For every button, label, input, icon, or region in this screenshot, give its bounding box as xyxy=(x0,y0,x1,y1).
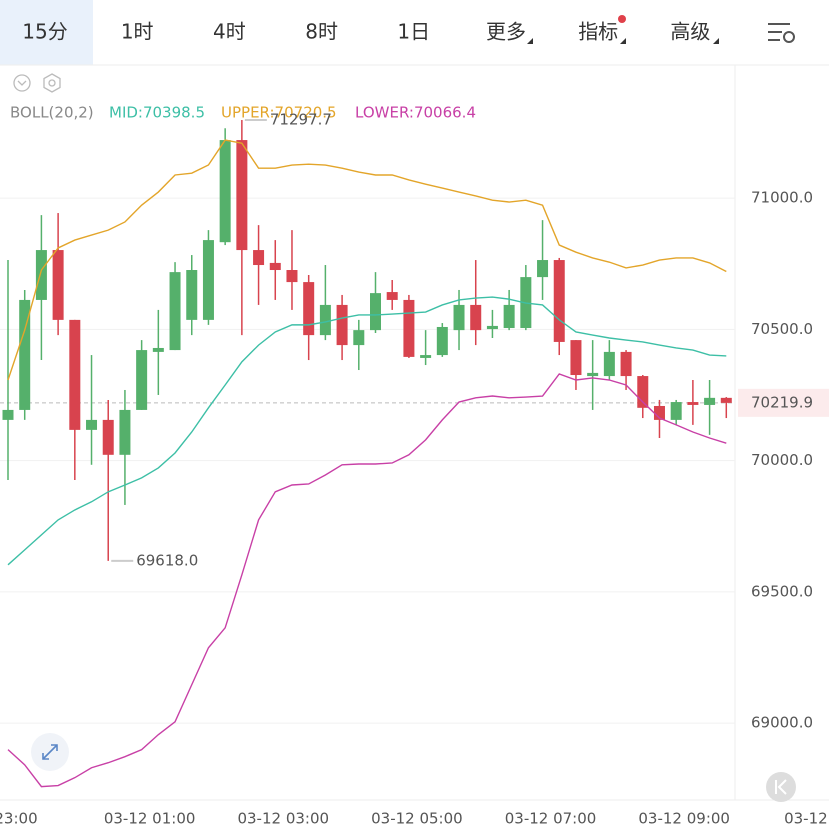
indicator-label: BOLL(20,2) xyxy=(10,104,94,122)
candle-body xyxy=(319,304,331,336)
candle-body xyxy=(553,260,565,342)
candle-body xyxy=(503,304,515,329)
legend-entry: LOWER:70066.4 xyxy=(355,104,476,122)
expand-button[interactable] xyxy=(31,733,69,771)
tab[interactable]: 更多 xyxy=(486,20,526,44)
candle-body xyxy=(670,402,682,420)
candle-body xyxy=(269,262,281,271)
y-tick-label: 69500.0 xyxy=(751,582,813,600)
settings-icon[interactable] xyxy=(768,23,795,43)
back-to-latest-button[interactable] xyxy=(766,772,796,802)
candle-body xyxy=(102,419,114,455)
tab[interactable]: 指标 xyxy=(578,20,618,44)
last-price-box xyxy=(738,388,829,417)
candle-body xyxy=(136,350,148,410)
candle-body xyxy=(720,397,732,403)
candle-body xyxy=(286,270,298,283)
tab[interactable]: 1时 xyxy=(121,20,154,44)
candle-body xyxy=(69,319,81,430)
tab[interactable]: 高级 xyxy=(670,20,710,44)
extreme-label: 69618.0 xyxy=(136,551,198,569)
tab-bar: 15分 1时 4时 8时 1日 更多 指标 高级 xyxy=(22,20,710,44)
candle-body xyxy=(236,140,248,251)
plot xyxy=(0,119,735,788)
x-tick-label: 03-12 01:00 xyxy=(104,810,196,828)
x-tick-label: 03-12 09:00 xyxy=(638,810,730,828)
dropdown-triangle xyxy=(620,38,626,44)
candle-body xyxy=(603,351,615,377)
y-tick-label: 70500.0 xyxy=(751,320,813,338)
candle-body xyxy=(19,299,31,410)
candle-body xyxy=(587,372,599,377)
candle-body xyxy=(202,240,214,320)
candle-body xyxy=(687,402,699,405)
tab-selected-bg xyxy=(0,0,93,65)
candle-body xyxy=(403,299,415,357)
candle-body xyxy=(386,292,398,300)
candle-body xyxy=(453,304,465,331)
candle-body xyxy=(420,355,432,358)
dropdown-triangle xyxy=(713,38,719,44)
x-tick-label: 03-12 07:00 xyxy=(505,810,597,828)
x-tick-label: 03-12 05:00 xyxy=(371,810,463,828)
candle-body xyxy=(186,270,198,320)
candle-body xyxy=(486,325,498,330)
x-tick-label: 03-12 11 xyxy=(784,810,829,828)
tab[interactable]: 1日 xyxy=(397,20,430,44)
candle-body xyxy=(303,282,315,336)
notice-dot xyxy=(618,15,626,23)
toolbar-icons[interactable] xyxy=(13,73,61,93)
dropdown-triangle xyxy=(527,38,533,44)
candle-body xyxy=(470,304,482,331)
candle-body xyxy=(620,351,632,377)
candle-body xyxy=(219,140,231,243)
boll-line xyxy=(7,296,727,566)
y-tick-label: 69000.0 xyxy=(751,714,813,732)
candle-body xyxy=(152,347,164,352)
tab[interactable]: 8时 xyxy=(305,20,338,44)
legend-entry: MID:70398.5 xyxy=(109,104,205,122)
candle-body xyxy=(570,340,582,376)
boll-line xyxy=(7,139,727,381)
last-price-label: 70219.9 xyxy=(751,393,813,411)
candle-body xyxy=(253,250,265,266)
tab[interactable]: 4时 xyxy=(213,20,246,44)
candle-body xyxy=(436,326,448,356)
extreme-label: 71297.7 xyxy=(270,110,332,128)
tab[interactable]: 15分 xyxy=(22,20,67,44)
x-tick-label: 23:00 xyxy=(0,810,38,828)
candle-body xyxy=(35,250,47,300)
candle-body xyxy=(537,260,549,278)
boll-line xyxy=(7,373,727,788)
y-tick-label: 70000.0 xyxy=(751,451,813,469)
candle-body xyxy=(336,304,348,346)
candle-body xyxy=(704,397,716,405)
candle-body xyxy=(86,419,98,430)
candle-body xyxy=(637,376,649,408)
x-tick-label: 03-12 03:00 xyxy=(237,810,329,828)
candle-body xyxy=(653,405,665,420)
candle-body xyxy=(2,409,14,420)
candle-body xyxy=(370,293,381,331)
candle-body xyxy=(353,330,365,346)
legend-entry: UPPER:70720.5 xyxy=(221,104,337,122)
y-tick-label: 71000.0 xyxy=(751,189,813,207)
candle-body xyxy=(52,250,64,320)
candle-body xyxy=(119,409,131,455)
candle-body xyxy=(169,272,181,351)
